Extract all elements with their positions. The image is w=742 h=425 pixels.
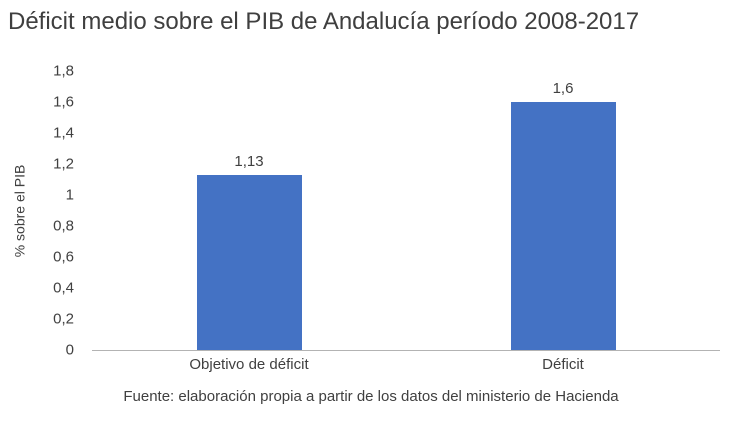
x-category-label: Objetivo de déficit [189, 356, 309, 373]
y-tick-label: 1 [65, 186, 74, 204]
bar-value-label: 1,6 [552, 80, 574, 97]
y-axis-title: % sobre el PIB [0, 71, 38, 350]
y-tick-label: 0,4 [53, 279, 74, 297]
bar-value-label: 1,13 [234, 152, 264, 170]
y-tick-label: 1,8 [53, 62, 74, 80]
y-tick-label: 0 [65, 341, 74, 359]
bar-slot: 1,6 [406, 71, 720, 350]
y-tick-label: 0,2 [53, 310, 74, 328]
y-tick-label: 1,4 [53, 124, 74, 142]
y-axis-title-text: % sobre el PIB [11, 164, 28, 257]
source-caption: Fuente: elaboración propia a partir de l… [123, 388, 619, 405]
y-tick-label: 1,2 [53, 155, 74, 173]
y-axis-ticks: 0 0,2 0,4 0,6 0,8 1 1,2 1,4 1,6 1,8 [36, 63, 82, 359]
bar-slot: 1,13 [92, 71, 406, 350]
x-axis-labels: Objetivo de déficit Déficit [92, 356, 720, 373]
y-tick-label: 0,8 [53, 217, 74, 235]
bar-objetivo-de-deficit [196, 174, 302, 350]
x-category-label: Déficit [542, 356, 584, 373]
plot-area: 1,13 1,6 [92, 71, 720, 351]
y-tick-label: 1,6 [53, 93, 74, 111]
y-tick-label: 0,6 [53, 248, 74, 266]
bar-deficit [510, 102, 616, 350]
chart-title: Déficit medio sobre el PIB de Andalucía … [8, 8, 640, 35]
